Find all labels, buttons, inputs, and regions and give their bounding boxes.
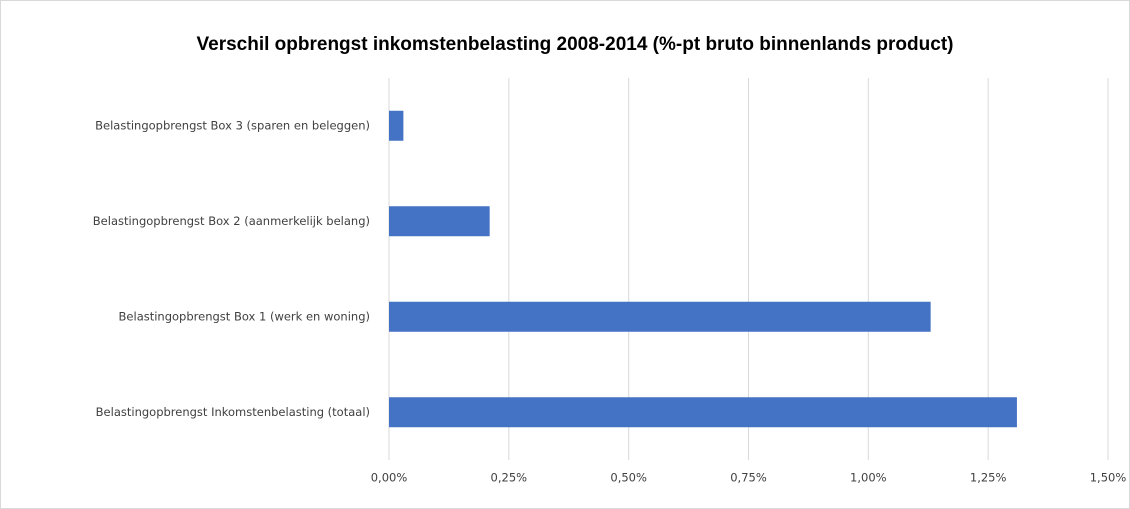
x-tick-label: 0,25% — [491, 471, 528, 485]
bar — [389, 110, 404, 141]
x-tick-label: 0,75% — [730, 471, 767, 485]
bar — [389, 301, 931, 332]
x-tick-label: 1,00% — [850, 471, 887, 485]
bar — [389, 206, 490, 237]
y-tick-label: Belastingopbrengst Box 2 (aanmerkelijk b… — [93, 214, 370, 228]
chart-title: Verschil opbrengst inkomstenbelasting 20… — [197, 34, 954, 55]
y-tick-label: Belastingopbrengst Inkomstenbelasting (t… — [96, 405, 370, 419]
bar — [389, 397, 1017, 428]
x-tick-label: 1,25% — [970, 471, 1007, 485]
y-tick-label: Belastingopbrengst Box 1 (werk en woning… — [119, 309, 370, 323]
x-tick-label: 1,50% — [1090, 471, 1127, 485]
y-tick-label: Belastingopbrengst Box 3 (sparen en bele… — [95, 118, 370, 132]
x-tick-label: 0,50% — [610, 471, 647, 485]
x-tick-label: 0,00% — [371, 471, 408, 485]
